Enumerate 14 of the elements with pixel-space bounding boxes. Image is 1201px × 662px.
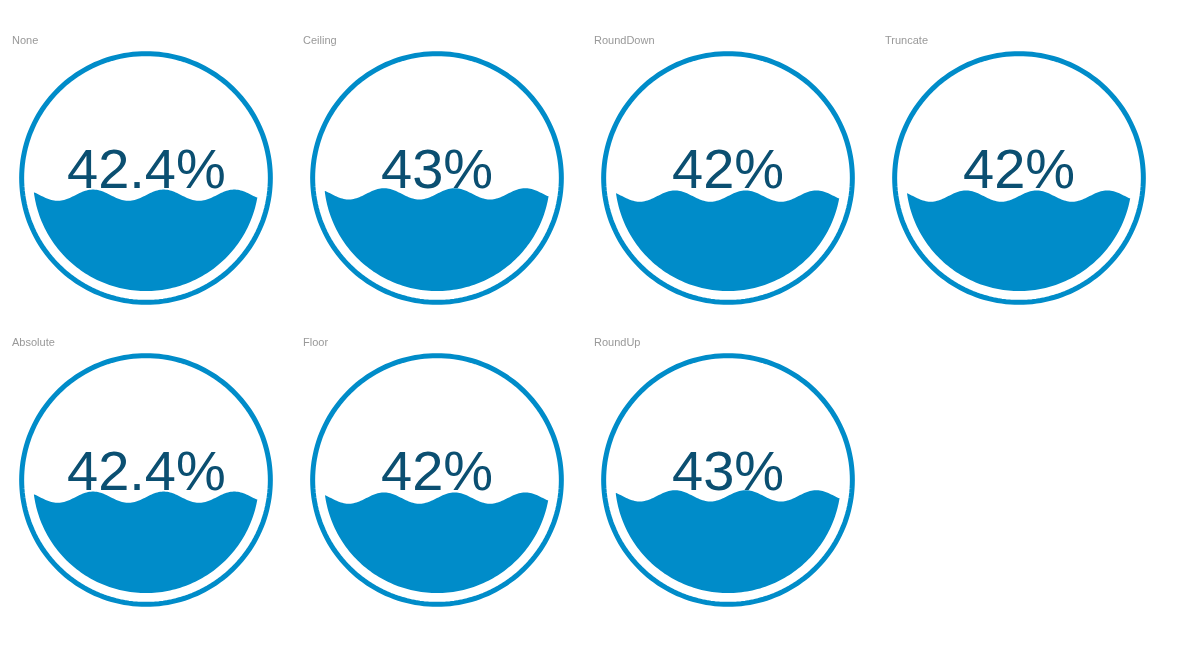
text: RoundUp <box>594 336 641 348</box>
text: Floor <box>303 336 329 348</box>
text: RoundDown <box>594 34 655 46</box>
data-label: 42% <box>381 439 494 502</box>
data-label: 42.4% <box>67 439 226 502</box>
data-label: 43% <box>381 137 494 200</box>
data-label: 43% <box>672 439 785 502</box>
data-label: 42% <box>963 137 1076 200</box>
text: Absolute <box>12 336 55 348</box>
data-label: 42% <box>672 137 785 200</box>
text: Ceiling <box>303 34 337 46</box>
text: Truncate <box>885 34 929 46</box>
text: None <box>12 34 39 46</box>
data-label: 42.4% <box>67 137 226 200</box>
